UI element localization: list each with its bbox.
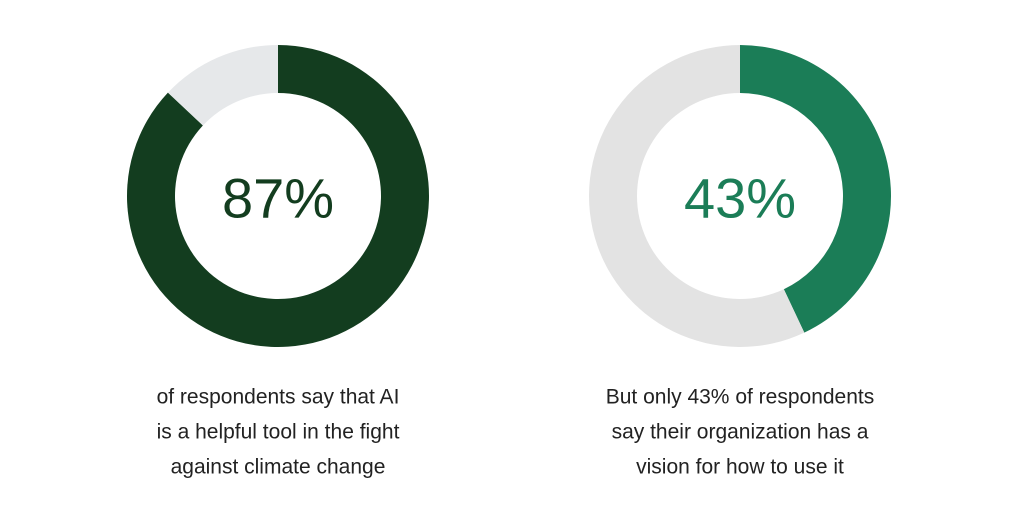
donut-chart: 43% But only 43% of respondents say their … <box>589 45 892 479</box>
caption-line: say their organization has a <box>612 421 869 444</box>
center-value-label: 43% <box>684 167 796 230</box>
donut-segment <box>167 45 278 126</box>
donut-segment <box>126 45 430 348</box>
caption-line: But only 43% of respondents <box>606 386 875 409</box>
donut-segment <box>740 45 892 333</box>
center-value-label: 87% <box>222 167 334 230</box>
donut-chart: 87% of respondents say that AI is a helpfu… <box>126 45 430 479</box>
caption-line: against climate change <box>171 456 386 479</box>
caption-line: of respondents say that AI <box>157 386 400 409</box>
donut-segment <box>589 45 805 347</box>
caption-line: vision for how to use it <box>636 456 844 479</box>
caption-line: is a helpful tool in the fight <box>157 421 400 444</box>
